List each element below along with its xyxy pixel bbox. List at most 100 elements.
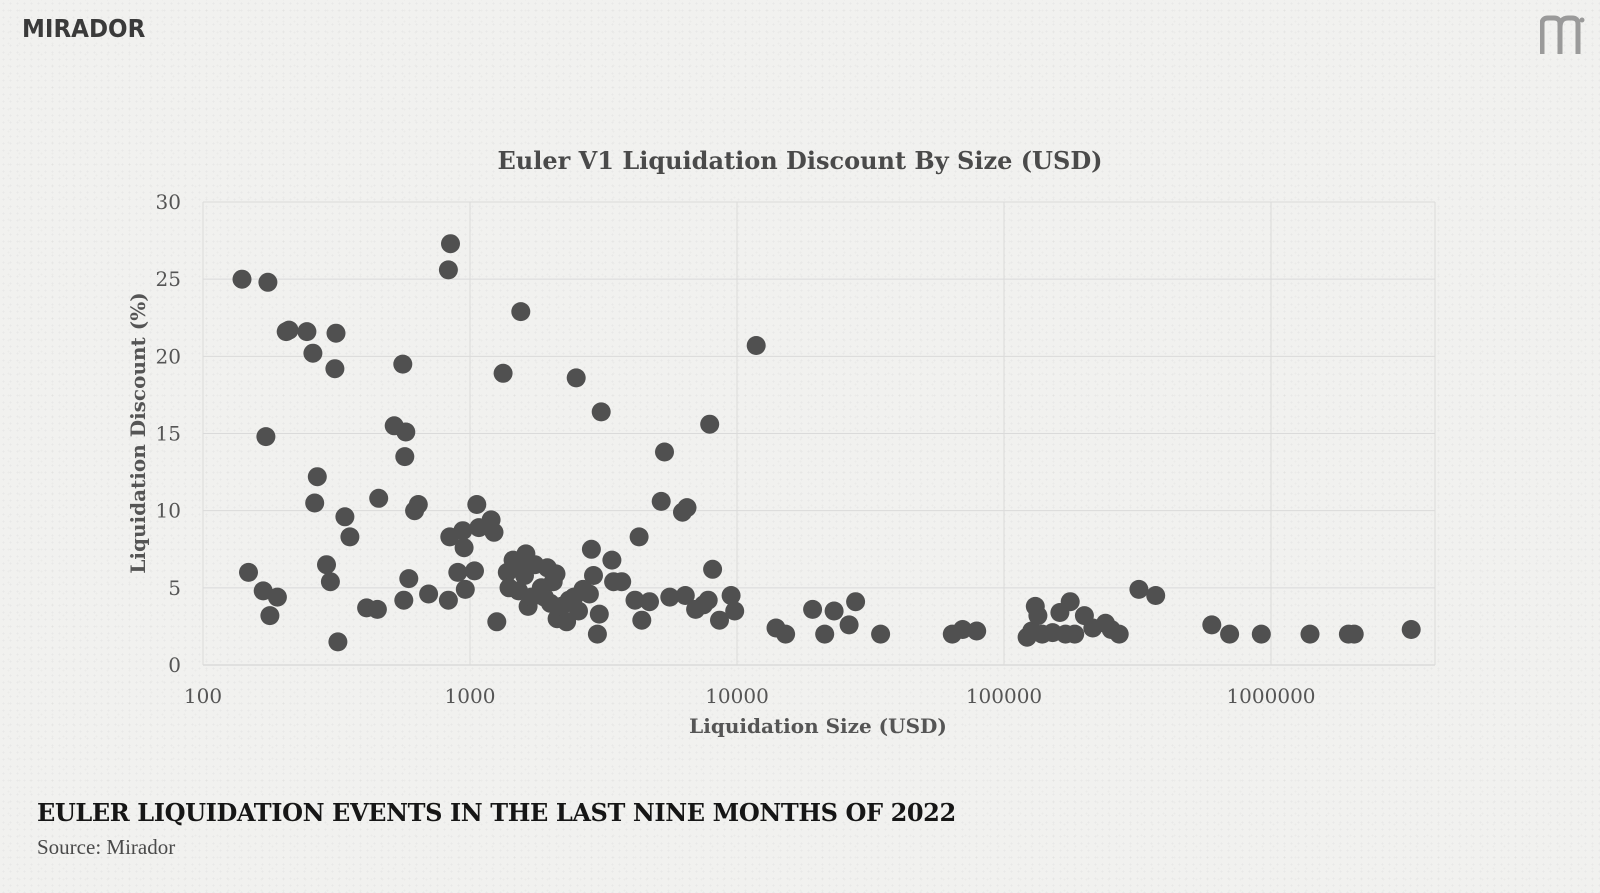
data-point: [256, 427, 276, 447]
y-tick-label: 0: [168, 653, 181, 677]
data-point: [232, 269, 252, 289]
data-point: [1202, 615, 1222, 635]
data-point: [569, 601, 588, 621]
data-point: [1251, 624, 1271, 644]
data-point: [307, 467, 327, 487]
x-tick-label: 100000: [966, 684, 1042, 708]
data-point: [953, 620, 973, 639]
data-point: [776, 624, 796, 644]
data-point: [651, 491, 671, 511]
data-point: [746, 336, 766, 355]
x-axis-ticks: 100 1000 10000 100000 1000000: [184, 684, 1316, 708]
data-point: [803, 599, 823, 619]
data-point: [396, 422, 416, 442]
data-point: [698, 590, 718, 610]
data-point: [455, 579, 475, 599]
data-point: [326, 323, 346, 343]
data-point: [438, 260, 458, 280]
data-point: [419, 584, 439, 604]
data-point: [846, 592, 866, 612]
figure-source: Source: Mirador: [37, 835, 176, 859]
data-point: [703, 559, 723, 579]
data-point: [815, 624, 835, 644]
x-axis-label: Liquidation Size (USD): [689, 714, 947, 738]
data-point: [675, 586, 695, 605]
data-point: [467, 495, 487, 514]
data-point: [602, 550, 622, 570]
chart-grid: [202, 201, 1436, 666]
data-point: [967, 621, 987, 641]
data-point: [587, 624, 607, 644]
data-point: [335, 507, 355, 527]
data-point: [438, 590, 458, 610]
mirador-m-icon: [1540, 15, 1585, 54]
data-point: [340, 527, 360, 547]
data-point: [700, 414, 720, 434]
y-tick-label: 10: [156, 499, 181, 523]
data-point: [448, 562, 468, 582]
chart-title: Euler V1 Liquidation Discount By Size (U…: [498, 146, 1103, 175]
mirador-logo: MIRADOR: [22, 14, 146, 43]
data-point: [591, 402, 611, 422]
data-point: [1028, 606, 1048, 626]
data-point: [395, 447, 415, 467]
data-point: [258, 272, 278, 292]
data-point: [824, 601, 844, 621]
data-point: [267, 587, 287, 607]
data-point: [1129, 579, 1149, 599]
scatter-chart: Euler V1 Liquidation Discount By Size (U…: [126, 146, 1436, 738]
data-point: [393, 354, 413, 374]
data-point: [320, 572, 340, 592]
data-point: [579, 584, 599, 604]
data-point: [640, 592, 659, 612]
data-point: [677, 498, 697, 518]
data-point: [484, 522, 504, 542]
data-point: [303, 343, 323, 363]
data-point: [660, 587, 680, 607]
data-point: [625, 590, 645, 610]
data-point: [725, 601, 745, 621]
data-point: [710, 610, 729, 630]
data-point: [566, 368, 586, 388]
data-point: [1109, 624, 1129, 644]
data-point: [493, 363, 513, 383]
data-point: [367, 599, 387, 619]
y-tick-label: 5: [168, 576, 181, 600]
y-tick-label: 15: [156, 422, 181, 446]
data-point: [839, 615, 859, 635]
data-point: [1401, 620, 1421, 639]
figure-caption-title: EULER LIQUIDATION EVENTS IN THE LAST NIN…: [37, 798, 956, 827]
data-point: [394, 590, 414, 610]
data-point: [369, 488, 389, 508]
data-point: [655, 442, 674, 462]
data-point: [589, 604, 609, 624]
data-point: [453, 521, 473, 541]
data-point: [279, 320, 299, 340]
y-tick-label: 30: [156, 190, 181, 214]
data-point: [546, 564, 566, 584]
data-point: [632, 610, 652, 630]
x-tick-label: 100: [184, 684, 222, 708]
data-point: [1300, 624, 1320, 644]
x-tick-label: 10000: [705, 684, 769, 708]
data-point: [1344, 624, 1364, 644]
data-point: [629, 527, 649, 547]
data-point: [612, 572, 632, 592]
data-point: [871, 624, 891, 644]
y-axis-label: Liquidation Discount (%): [126, 292, 150, 573]
x-tick-label: 1000: [445, 684, 496, 708]
data-point: [581, 539, 601, 559]
data-point: [317, 555, 336, 575]
data-point: [465, 561, 484, 581]
data-point: [325, 359, 345, 379]
data-point: [239, 562, 258, 582]
data-point: [487, 612, 507, 632]
data-point: [260, 606, 280, 626]
y-tick-label: 20: [156, 344, 181, 368]
data-point: [584, 566, 603, 585]
data-point: [399, 569, 419, 589]
data-point: [1220, 624, 1240, 644]
data-point: [408, 495, 428, 514]
data-point: [1065, 624, 1085, 644]
data-point: [441, 234, 460, 254]
